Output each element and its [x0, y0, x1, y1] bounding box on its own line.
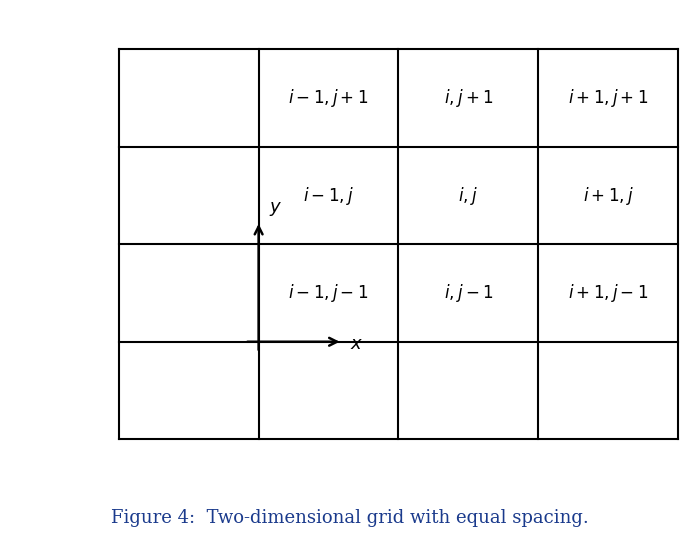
Text: Figure 4:  Two-dimensional grid with equal spacing.: Figure 4: Two-dimensional grid with equa…: [110, 509, 589, 527]
Text: $i+1, j+1$: $i+1, j+1$: [568, 87, 648, 109]
Text: $i,j-1$: $i,j-1$: [444, 282, 493, 304]
Text: $i-1,j-1$: $i-1,j-1$: [289, 282, 368, 304]
Text: $i+1,j$: $i+1,j$: [583, 184, 633, 206]
Text: $i-1,j$: $i-1,j$: [303, 184, 354, 206]
Text: $y$: $y$: [269, 200, 282, 218]
Text: $i+1,j-1$: $i+1,j-1$: [568, 282, 648, 304]
Text: $x$: $x$: [350, 335, 363, 354]
Text: $i,j$: $i,j$: [459, 184, 478, 206]
Text: $i,j+1$: $i,j+1$: [444, 87, 493, 109]
Text: $i-1,j+1$: $i-1,j+1$: [289, 87, 368, 109]
